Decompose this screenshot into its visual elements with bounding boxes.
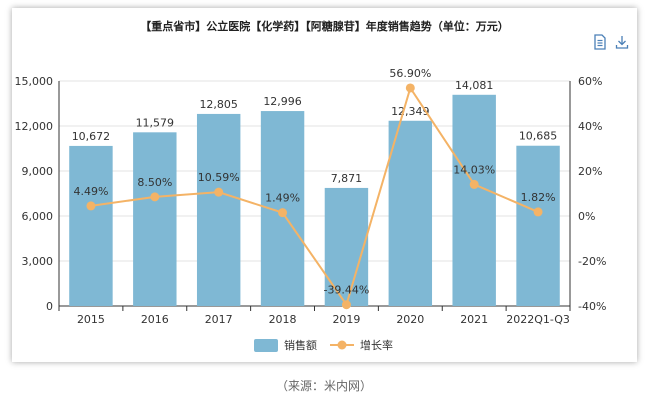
growth-point <box>405 83 415 93</box>
growth-point <box>214 187 224 197</box>
bar <box>69 145 113 306</box>
y-left-tick-label: 15,000 <box>15 75 54 88</box>
growth-value-label: 8.50% <box>137 176 172 189</box>
growth-point <box>278 208 288 218</box>
x-tick-label: 2022Q1-Q3 <box>506 313 570 326</box>
data-view-icon[interactable] <box>593 34 607 50</box>
bar <box>516 145 560 306</box>
y-left-tick-label: 12,000 <box>15 120 54 133</box>
bar <box>324 187 369 306</box>
growth-value-label: 14.03% <box>453 163 495 176</box>
bar-value-label: 7,871 <box>331 172 363 185</box>
y-left-tick-label: 3,000 <box>22 255 54 268</box>
chart-title: 【重点省市】公立医院【化学药】【阿糖腺苷】年度销售趋势（单位：万元） <box>140 20 509 33</box>
bar <box>133 132 177 306</box>
growth-point <box>86 201 96 211</box>
y-left-tick-label: 9,000 <box>22 165 54 178</box>
bar-value-label: 12,805 <box>199 98 238 111</box>
y-right-tick-label: 0% <box>578 210 595 223</box>
legend-bar-swatch <box>254 339 278 352</box>
growth-point <box>150 192 160 202</box>
growth-value-label: 10.59% <box>198 171 240 184</box>
legend-line-label: 增长率 <box>360 338 393 352</box>
download-icon[interactable] <box>615 34 629 50</box>
chart-card: 【重点省市】公立医院【化学药】【阿糖腺苷】年度销售趋势（单位：万元） 0 3,00… <box>12 8 637 362</box>
y-right-tick-label: -40% <box>578 300 606 313</box>
x-tick-label: 2021 <box>460 313 488 326</box>
growth-value-label: 1.49% <box>265 192 300 205</box>
y-left-tick-label: 0 <box>46 300 53 313</box>
growth-line <box>90 85 539 308</box>
growth-point <box>533 207 543 217</box>
combo-chart: 0 3,000 6,000 9,000 12,000 15,000 -40% -20% 0% 20… <box>15 67 606 352</box>
chart-toolbar <box>593 34 629 50</box>
bar-value-label: 10,672 <box>72 130 111 143</box>
x-tick-label: 2016 <box>141 313 169 326</box>
growth-value-label: 56.90% <box>389 67 431 80</box>
growth-value-label: 1.82% <box>521 191 556 204</box>
y-left-tick-label: 6,000 <box>22 210 54 223</box>
bar <box>388 120 433 306</box>
legend-bar-label: 销售额 <box>284 338 317 352</box>
growth-point <box>469 179 479 189</box>
x-tick-label: 2015 <box>77 313 105 326</box>
growth-value-label: -39.44% <box>323 284 369 297</box>
bar-value-label: 12,349 <box>391 105 430 118</box>
bar-value-label: 11,579 <box>136 116 175 129</box>
legend-line-marker <box>337 340 347 350</box>
bar <box>196 113 241 306</box>
x-tick-label: 2020 <box>396 313 424 326</box>
bar <box>452 94 496 306</box>
y-right-tick-label: -20% <box>578 255 606 268</box>
y-right-tick-label: 20% <box>578 165 602 178</box>
y-right-tick-label: 40% <box>578 120 602 133</box>
x-tick-label: 2019 <box>332 313 360 326</box>
bar-value-label: 12,996 <box>263 95 302 108</box>
source-note: （来源：米内网） <box>275 379 372 393</box>
growth-point <box>341 300 351 310</box>
bar-value-label: 14,081 <box>455 79 494 92</box>
growth-value-label: 4.49% <box>73 185 108 198</box>
x-tick-label: 2018 <box>269 313 297 326</box>
bar-value-label: 10,685 <box>519 130 558 143</box>
x-tick-label: 2017 <box>205 313 233 326</box>
y-right-tick-label: 60% <box>578 75 602 88</box>
